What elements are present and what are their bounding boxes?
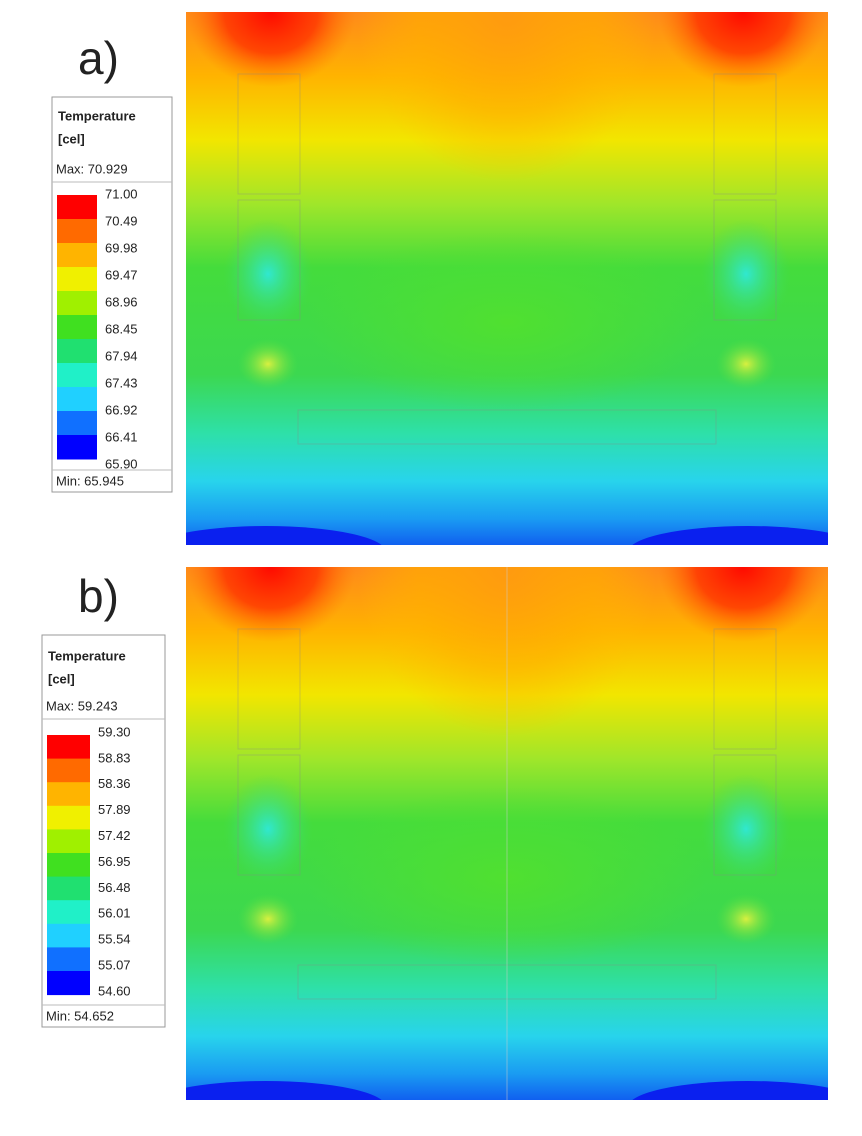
panel-label: b)	[78, 570, 119, 622]
legend-max: Max: 70.929	[56, 161, 128, 176]
legend-title: Temperature	[48, 648, 126, 663]
panel-label: a)	[78, 32, 119, 84]
legend-level: 69.47	[105, 267, 138, 282]
legend-swatch	[47, 947, 90, 972]
legend-swatch	[47, 782, 90, 807]
legend-level: 70.49	[105, 213, 138, 228]
legend-swatch	[47, 758, 90, 783]
legend-level: 66.92	[105, 402, 138, 417]
legend-level: 57.42	[98, 828, 131, 843]
legend-level: 67.43	[105, 375, 138, 390]
legend-swatch	[57, 267, 97, 292]
legend-swatch	[47, 735, 90, 760]
temperature-field	[186, 12, 828, 545]
legend-level: 71.00	[105, 186, 138, 201]
legend-swatch	[57, 315, 97, 340]
legend-swatch	[47, 971, 90, 996]
legend-level: 56.01	[98, 906, 131, 921]
legend-level: 55.54	[98, 932, 131, 947]
legend-swatch	[57, 411, 97, 436]
legend-min: Min: 65.945	[56, 473, 124, 488]
legend-level: 58.36	[98, 776, 131, 791]
legend-level: 65.90	[105, 456, 138, 471]
legend-swatch	[47, 900, 90, 925]
legend-title: Temperature	[58, 108, 136, 123]
legend-swatch	[57, 387, 97, 412]
legend-max: Max: 59.243	[46, 698, 118, 713]
legend-swatch	[57, 219, 97, 244]
legend-level: 54.60	[98, 983, 131, 998]
legend-swatch	[57, 291, 97, 316]
legend-swatch	[47, 853, 90, 878]
legend-level: 59.30	[98, 724, 131, 739]
legend-swatch	[57, 243, 97, 268]
legend-level: 68.96	[105, 294, 138, 309]
legend-level: 55.07	[98, 958, 131, 973]
legend-level: 58.83	[98, 750, 131, 765]
legend-unit: [cel]	[58, 131, 85, 146]
legend-level: 56.95	[98, 854, 131, 869]
legend-swatch	[47, 829, 90, 854]
legend-swatch	[47, 805, 90, 830]
legend-level: 66.41	[105, 429, 138, 444]
legend-unit: [cel]	[48, 671, 75, 686]
legend-swatch	[57, 363, 97, 388]
legend-level: 67.94	[105, 348, 138, 363]
legend-min: Min: 54.652	[46, 1008, 114, 1023]
legend-swatch	[57, 195, 97, 220]
legend-swatch	[47, 876, 90, 901]
legend-level: 56.48	[98, 880, 131, 895]
legend-level: 68.45	[105, 321, 138, 336]
legend-level: 57.89	[98, 802, 131, 817]
legend-level: 69.98	[105, 240, 138, 255]
legend-swatch	[47, 923, 90, 948]
legend-swatch	[57, 339, 97, 364]
legend-swatch	[57, 435, 97, 460]
